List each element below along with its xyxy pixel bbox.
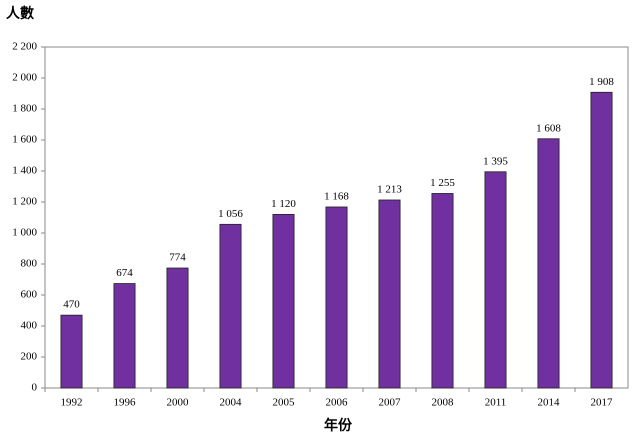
x-axis-title: 年份 — [324, 417, 353, 434]
x-tick-label: 2005 — [273, 397, 296, 409]
bar — [272, 213, 295, 389]
x-tick-label: 2017 — [591, 397, 614, 409]
bar — [325, 206, 348, 389]
y-tick-label: 600 — [21, 289, 38, 301]
bar — [219, 223, 242, 389]
value-label: 1 168 — [324, 190, 349, 202]
y-tick-label: 1 800 — [12, 103, 37, 115]
value-label: 470 — [63, 299, 80, 311]
value-label: 1 395 — [483, 155, 508, 167]
x-tick-label: 2011 — [485, 397, 507, 409]
y-tick-label: 1 200 — [12, 196, 37, 208]
value-label: 774 — [169, 252, 186, 264]
bar — [590, 91, 613, 389]
value-label: 1 056 — [218, 208, 243, 220]
x-tick-label: 2014 — [538, 397, 561, 409]
y-axis-title: 人數 — [6, 5, 34, 22]
bar — [537, 138, 560, 389]
x-tick-label: 2000 — [167, 397, 190, 409]
y-tick-label: 1 400 — [12, 165, 37, 177]
value-label: 1 255 — [430, 177, 455, 189]
bar — [378, 199, 401, 389]
x-tick-label: 2008 — [432, 397, 455, 409]
y-tick-label: 400 — [21, 320, 38, 332]
bar — [113, 283, 136, 389]
x-tick-label: 2007 — [379, 397, 402, 409]
y-tick-label: 0 — [32, 382, 38, 394]
value-label: 1 608 — [536, 122, 561, 134]
y-tick-label: 2 000 — [12, 72, 37, 84]
value-label: 1 120 — [271, 198, 296, 210]
x-tick-label: 2004 — [220, 397, 243, 409]
y-tick-label: 1 600 — [12, 134, 37, 146]
y-tick-label: 800 — [21, 258, 38, 270]
value-label: 1 908 — [589, 76, 614, 88]
bar — [60, 314, 83, 389]
bar — [166, 267, 189, 389]
y-tick-label: 1 000 — [12, 227, 37, 239]
bar — [431, 193, 454, 389]
x-tick-label: 1992 — [61, 397, 83, 409]
value-label: 1 213 — [377, 184, 402, 196]
value-label: 674 — [116, 267, 133, 279]
bar — [484, 171, 507, 389]
y-tick-label: 200 — [21, 351, 38, 363]
x-tick-label: 1996 — [114, 397, 137, 409]
y-tick-label: 2 200 — [12, 41, 37, 53]
x-tick-label: 2006 — [326, 397, 349, 409]
